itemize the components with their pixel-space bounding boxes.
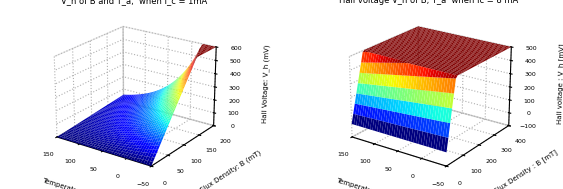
Title: Hall voltage V_h of B, T_a  when Ic = 8 mA: Hall voltage V_h of B, T_a when Ic = 8 m… — [339, 0, 519, 5]
Y-axis label: Magnetic Flux Density: B (mT): Magnetic Flux Density: B (mT) — [170, 149, 262, 189]
Y-axis label: Magnetic Flux Density : B [mT]: Magnetic Flux Density : B [mT] — [464, 148, 558, 189]
X-axis label: Temperature: T_a (°C): Temperature: T_a (°C) — [42, 177, 117, 189]
X-axis label: Temperature : T_a (°C): Temperature : T_a (°C) — [336, 177, 413, 189]
Title: V_h of B and T_a,  when I_c = 1mA: V_h of B and T_a, when I_c = 1mA — [61, 0, 207, 5]
